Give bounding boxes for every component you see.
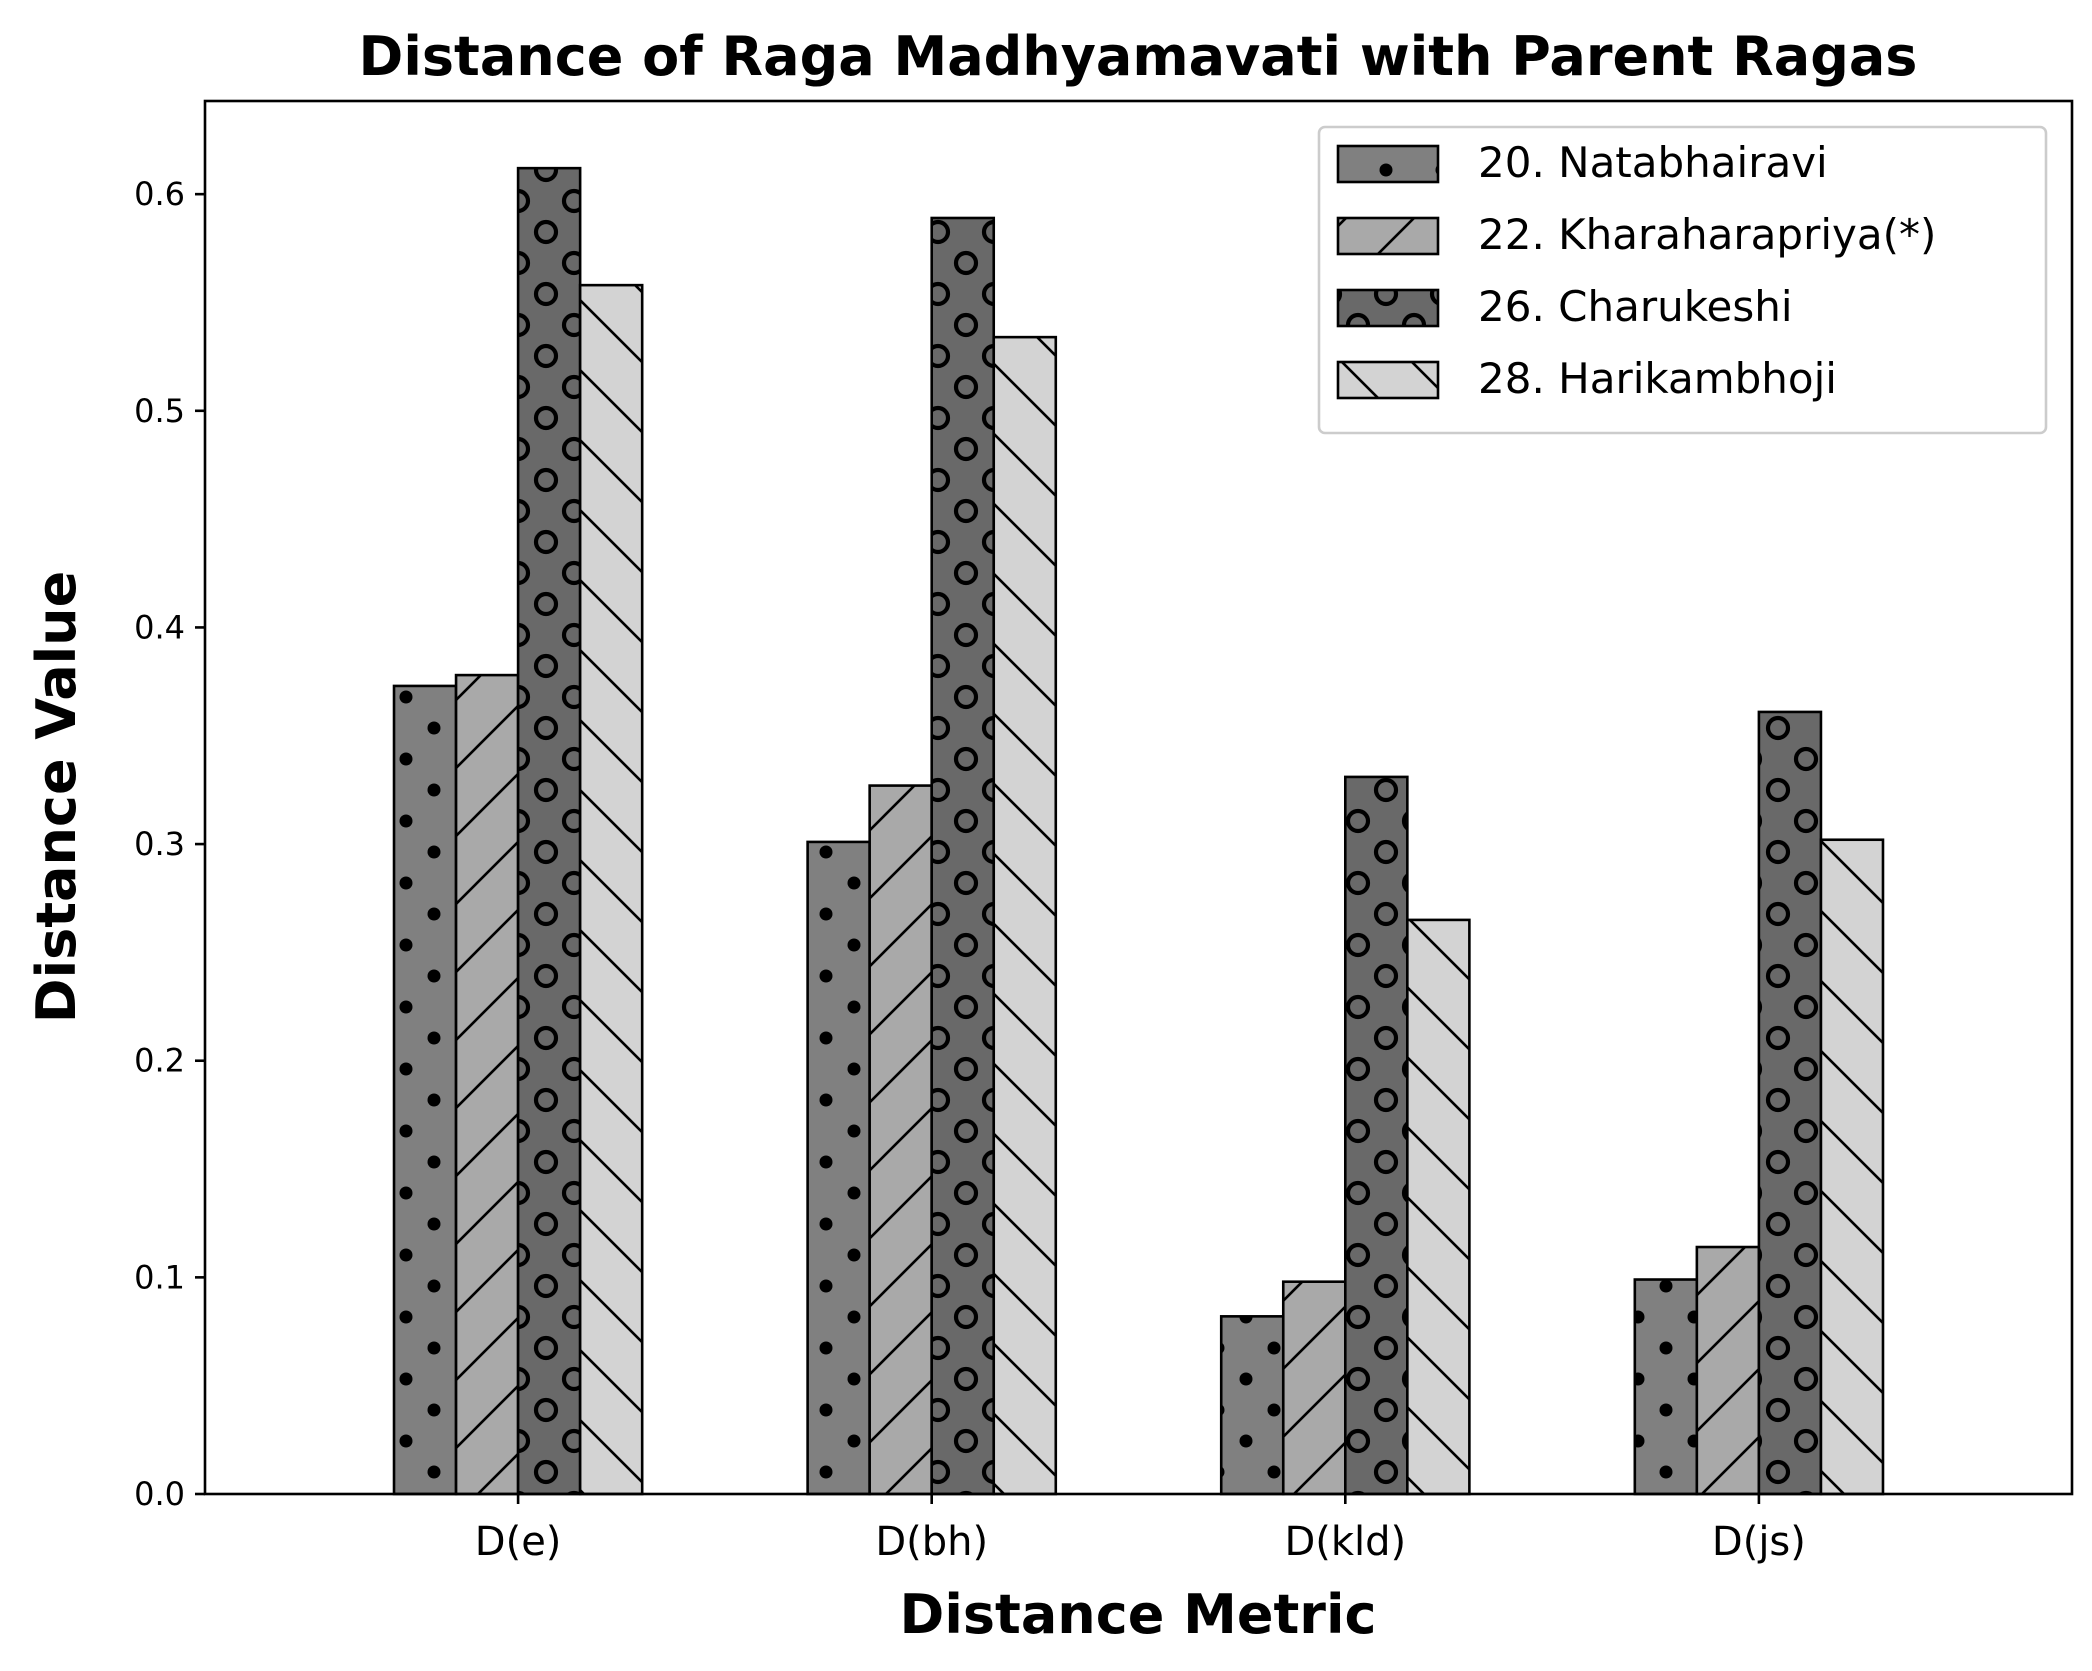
bar-pattern-3-djs [1757,710,1823,1496]
x-tick-label: D(kld) [1284,1519,1406,1565]
legend-swatch-pattern [1336,144,1440,184]
bar-pattern-3-de [516,166,582,1496]
y-tick-label: 0.1 [134,1258,185,1296]
x-axis-label: Distance Metric [900,1583,1377,1646]
bar-pattern-3-dkld [1344,775,1409,1496]
bar-pattern-4-de [578,283,644,1496]
legend: 20. Natabhairavi 22. Kharaharapriya(*) 26.… [1317,125,2048,435]
bar-pattern-2-dkld [1281,1280,1347,1496]
bars-group [392,166,1885,1496]
y-tick-label: 0.4 [134,608,185,646]
legend-label: 22. Kharaharapriya(*) [1478,210,1936,259]
y-axis-label: Distance Value [25,571,88,1023]
bar-pattern-1-dkld [1219,1315,1285,1496]
bar-pattern-4-dkld [1406,918,1471,1496]
bar-pattern-1-djs [1633,1278,1699,1496]
x-axis: D(e) D(bh) D(kld) D(js) [475,1494,1806,1565]
y-tick-label: 0.0 [134,1475,185,1513]
plot-frame [203,99,2074,1496]
y-tick-label: 0.5 [134,392,185,430]
y-axis: 0.0 0.1 0.2 0.3 0.4 0.5 0.6 [134,175,205,1513]
x-tick-label: D(e) [475,1519,562,1565]
x-tick-label: D(bh) [875,1519,988,1565]
bar-pattern-2-djs [1695,1245,1761,1496]
x-tick-label: D(js) [1712,1519,1806,1565]
legend-label: 28. Harikambhoji [1478,354,1837,403]
y-tick-label: 0.6 [134,175,185,213]
chart-title: Distance of Raga Madhyamavati with Paren… [359,25,1918,88]
bar-pattern-4-dbh [992,335,1058,1496]
legend-label: 26. Charukeshi [1478,282,1793,331]
y-tick-label: 0.2 [134,1042,185,1080]
legend-frame [1317,125,2048,435]
bar-pattern-1-de [392,684,458,1496]
bar-pattern-2-de [454,673,520,1496]
bar-pattern-3-dbh [930,216,996,1496]
legend-label: 20. Natabhairavi [1478,138,1828,187]
legend-swatch-pattern [1336,288,1440,328]
legend-swatch-pattern [1336,360,1440,400]
legend-swatch-pattern [1336,216,1440,256]
bar-pattern-2-dbh [868,784,933,1496]
y-tick-label: 0.3 [134,825,185,863]
bar-pattern-1-dbh [806,840,871,1496]
bar-pattern-4-djs [1819,838,1885,1496]
